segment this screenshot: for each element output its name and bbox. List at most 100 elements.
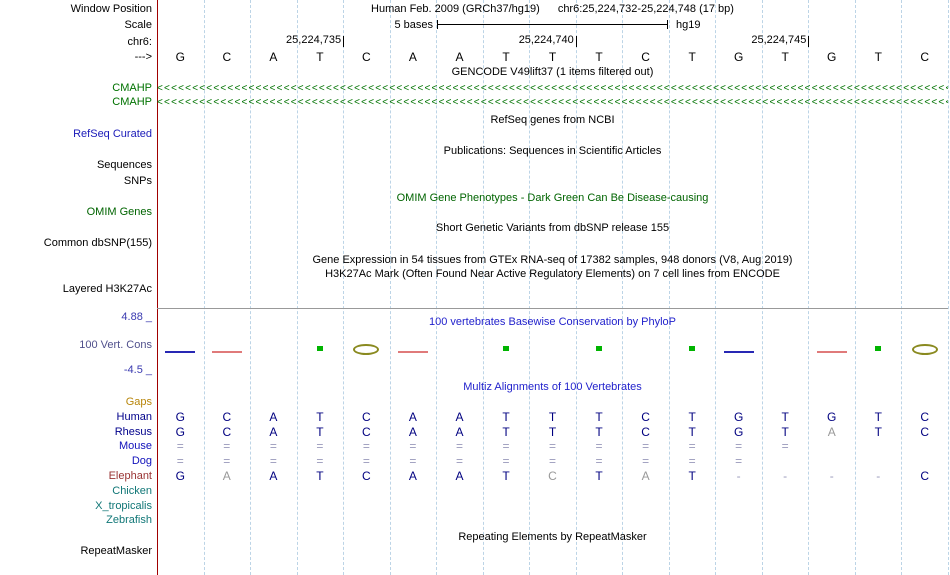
track-title-gtex[interactable]: Gene Expression in 54 tissues from GTEx … [312,254,793,266]
alignment-base: = [362,439,370,454]
base-letter: T [688,50,696,64]
alignment-base: = [502,454,510,469]
alignment-base: T [874,409,882,424]
alignment-base: = [735,454,743,469]
species-label-dog[interactable]: Dog [131,455,152,468]
alignment-base: A [455,424,464,439]
gene-label-cmahp-1[interactable]: CMAHP [112,82,152,94]
track-title-repeatmasker[interactable]: Repeating Elements by RepeatMasker [458,531,647,543]
phylop-dot-mark [316,346,323,351]
gene-exon-line-cmahp-1[interactable]: <<<<<<<<<<<<<<<<<<<<<<<<<<<<<<<<<<<<<<<<… [157,83,948,94]
alignment-base [808,454,855,468]
gene-exon-line-cmahp-2[interactable]: <<<<<<<<<<<<<<<<<<<<<<<<<<<<<<<<<<<<<<<<… [157,97,948,108]
species-label-x_tropicalis[interactable]: X_tropicalis [95,499,152,512]
window-position-label: Window Position [70,3,152,15]
alignment-base: = [642,454,650,469]
alignment-base: G [175,409,185,424]
species-label-mouse[interactable]: Mouse [118,440,152,453]
base-gridline [715,0,717,575]
alignment-base: = [735,439,743,454]
alignment-base: T [781,409,789,424]
track-title-publications[interactable]: Publications: Sequences in Scientific Ar… [443,145,662,157]
base-letter: T [502,50,510,64]
track-label-100-vert-cons[interactable]: 100 Vert. Cons [79,339,152,351]
base-letter: T [781,50,789,64]
alignment-base: = [269,439,277,454]
base-letter: C [641,50,650,64]
track-label-sequences[interactable]: Sequences [96,159,152,171]
base-letter: C [362,50,371,64]
base-gridline [901,0,903,575]
alignment-base: = [549,439,557,454]
base-letter: A [408,50,417,64]
window-start-line [157,0,158,575]
alignment-base: T [688,409,696,424]
species-label-gaps[interactable]: Gaps [125,396,152,408]
alignment-base: G [175,469,185,483]
alignment-base: A [455,469,464,483]
alignment-base: = [688,454,696,469]
species-label-human[interactable]: Human [116,410,152,423]
track-title-multiz[interactable]: Multiz Alignments of 100 Vertebrates [463,381,642,393]
coordinate-tick [343,36,345,47]
alignment-base: A [641,469,650,483]
alignment-base: = [176,439,184,454]
section-divider [157,308,948,309]
track-label-refseq-curated[interactable]: RefSeq Curated [73,128,152,140]
base-gridline [250,0,252,575]
track-title-omim[interactable]: OMIM Gene Phenotypes - Dark Green Can Be… [396,192,709,204]
alignment-base: = [316,454,324,469]
track-label-snps[interactable]: SNPs [123,175,152,187]
base-letter: A [269,50,278,64]
gene-label-cmahp-2[interactable]: CMAHP [112,96,152,108]
track-title-conservation[interactable]: 100 vertebrates Basewise Conservation by… [428,316,677,328]
alignment-base: G [175,424,185,439]
track-label-layered-h3k27ac[interactable]: Layered H3K27Ac [62,283,152,295]
alignment-base: A [408,424,417,439]
alignment-base: T [316,424,324,439]
position-text: chr6:25,224,732-25,224,748 (17 bp) [557,3,734,15]
base-letter: G [733,50,744,64]
track-label-omim-genes[interactable]: OMIM Genes [86,206,152,218]
coordinate-tick [575,36,577,47]
track-label-repeatmasker[interactable]: RepeatMasker [80,545,152,557]
alignment-base: = [595,454,603,469]
base-letter: C [222,50,232,64]
species-label-elephant[interactable]: Elephant [108,470,152,482]
base-gridline [668,0,670,575]
species-label-zebrafish[interactable]: Zebrafish [106,514,152,527]
base-gridline [854,0,856,575]
alignment-base: - [736,469,741,483]
track-label-common-dbsnp[interactable]: Common dbSNP(155) [43,237,152,249]
base-letter: T [595,50,603,64]
base-gridline [761,0,763,575]
phylop-line-mark [211,351,242,353]
alignment-base: = [223,439,231,454]
position-bar: Human Feb. 2009 (GRCh37/hg19) chr6:25,224… [157,2,948,16]
alignment-base: = [688,439,696,454]
assembly-short-label: hg19 [676,19,701,31]
alignment-base: T [548,409,557,424]
track-title-dbsnp[interactable]: Short Genetic Variants from dbSNP releas… [435,222,670,234]
alignment-base: - [783,469,788,483]
base-letter: G [827,50,837,64]
base-letter: T [316,50,324,64]
track-title-h3k27ac[interactable]: H3K27Ac Mark (Often Found Near Active Re… [325,268,780,280]
chrom-label: chr6: [127,36,152,48]
alignment-base: C [920,424,930,439]
alignment-base: G [827,409,837,424]
track-title-gencode[interactable]: GENCODE V49lift37 (1 items filtered out) [451,66,654,78]
alignment-base: T [316,409,324,424]
base-gridline [482,0,484,575]
conservation-max-value: 4.88 _ [121,311,152,323]
alignment-base: - [829,469,834,483]
track-title-refseq[interactable]: RefSeq genes from NCBI [490,114,615,126]
species-label-rhesus[interactable]: Rhesus [114,425,152,438]
alignment-base: A [455,409,464,424]
species-label-chicken[interactable]: Chicken [112,484,152,497]
alignment-base: T [502,409,510,424]
alignment-base: A [408,409,417,424]
alignment-base: A [408,469,417,483]
alignment-base: A [827,424,836,439]
